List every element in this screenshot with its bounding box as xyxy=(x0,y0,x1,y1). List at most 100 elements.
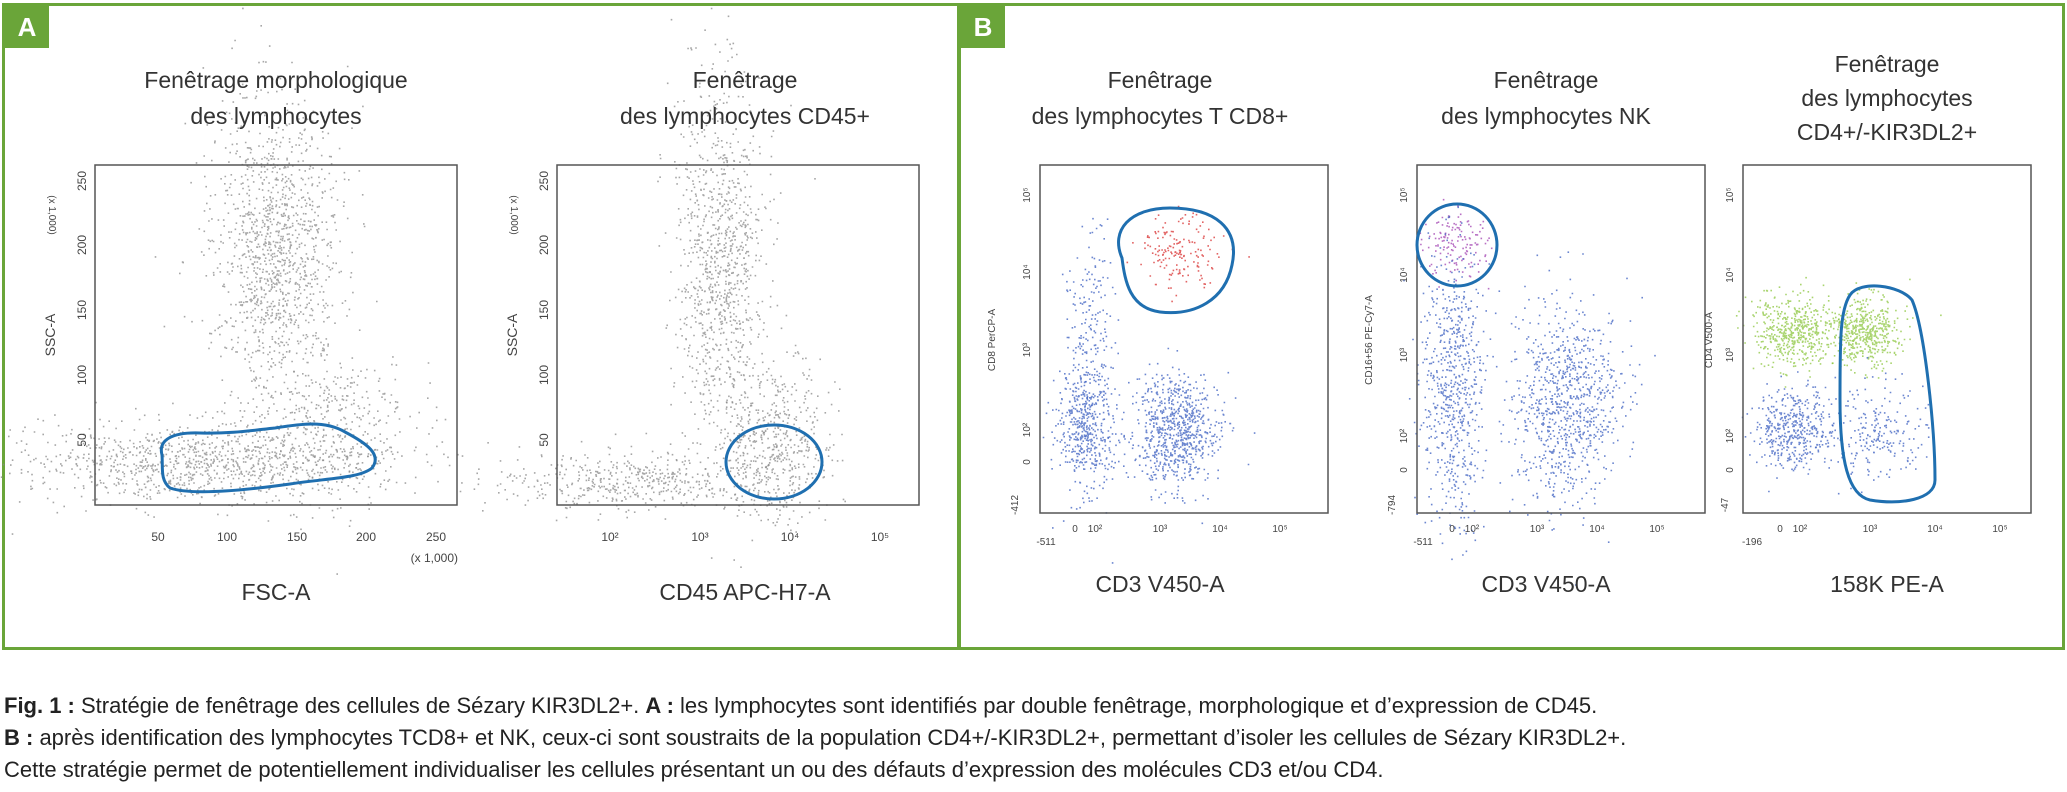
x-tick: 10⁵ xyxy=(1992,524,2007,535)
y-scale-label: (x 1,000) xyxy=(46,195,57,234)
event-population xyxy=(1813,278,1942,379)
caption-a-label: A : xyxy=(645,693,674,718)
x-tick: 0 xyxy=(1777,524,1783,535)
y-tick: 200 xyxy=(537,235,551,255)
event-population xyxy=(1042,335,1126,564)
event-population xyxy=(703,327,846,568)
plot-title-line-3: CD4+/-KIR3DL2+ xyxy=(1797,119,1977,145)
x-tick: 150 xyxy=(287,530,307,544)
y-axis-title: SSC-A xyxy=(504,313,520,356)
y-tick: 250 xyxy=(537,171,551,191)
plot-cd45: Fenêtrage des lymphocytes CD45+ CD45 APC… xyxy=(504,67,920,605)
y-tick: 50 xyxy=(75,433,89,447)
event-population xyxy=(1473,251,1656,586)
x-tick: 10² xyxy=(1793,524,1808,535)
plot-frame xyxy=(1039,164,1329,514)
plot-title-line-2: des lymphocytes T CD8+ xyxy=(1032,103,1289,129)
caption-text-3: Cette stratégie permet de potentiellemen… xyxy=(4,757,1384,782)
y-tick: 100 xyxy=(537,365,551,385)
plot-title-line-2: des lymphocytes CD45+ xyxy=(620,103,870,129)
y-tick: 10² xyxy=(1022,422,1033,437)
y-tick: 10² xyxy=(1725,428,1736,443)
panel-b: B xyxy=(958,3,2065,650)
y-axis-title: CD16+56 PE-Cy7-A xyxy=(1364,295,1375,385)
x-axis-title: CD3 V450-A xyxy=(1095,571,1225,597)
plot-frame xyxy=(556,164,920,506)
y-axis-title: CD8 PerCP-A xyxy=(987,309,998,372)
event-population xyxy=(1403,206,1501,561)
event-population xyxy=(1126,205,1250,303)
y-tick: 200 xyxy=(75,235,89,255)
y-tick: 10⁴ xyxy=(1022,264,1033,279)
x-tick: 10⁵ xyxy=(1649,524,1664,535)
x-tick: 10² xyxy=(1088,524,1103,535)
caption-line-2: B : après identification des lymphocytes… xyxy=(4,722,2064,754)
panel-b-tag: B xyxy=(961,6,1005,48)
x-tick: 50 xyxy=(151,530,165,544)
y-tick: 0 xyxy=(1725,467,1736,473)
cd8-gate xyxy=(1117,206,1235,315)
x-axis-title: FSC-A xyxy=(242,579,312,605)
plot-title-line-2: des lymphocytes xyxy=(1801,85,1972,111)
y-tick: 10⁵ xyxy=(1022,187,1033,202)
plot-frame xyxy=(94,164,458,506)
y-tick: 150 xyxy=(537,300,551,320)
x-tick: 10⁵ xyxy=(1272,524,1287,535)
event-population xyxy=(1419,198,1493,290)
y-tick: -794 xyxy=(1387,495,1398,515)
x-tick: 10³ xyxy=(691,530,708,544)
y-tick: 100 xyxy=(75,365,89,385)
x-tick: 10³ xyxy=(1863,524,1878,535)
y-axis-title: SSC-A xyxy=(42,313,58,356)
kir3dl2-gate xyxy=(1838,284,1937,504)
plot-title-line-1: Fenêtrage xyxy=(1835,51,1940,77)
x-tick: 0 xyxy=(1449,524,1455,535)
x-tick: 10⁴ xyxy=(1589,524,1604,535)
plot-morphology: Fenêtrage morphologique des lymphocytes … xyxy=(42,67,458,605)
y-tick: 10³ xyxy=(1399,347,1410,362)
x-tick: 200 xyxy=(356,530,376,544)
y-tick: 0 xyxy=(1022,459,1033,465)
x-tick: 10² xyxy=(601,530,618,544)
caption-text-1b: les lymphocytes sont identifiés par doub… xyxy=(673,693,1598,718)
x-axis-title: CD3 V450-A xyxy=(1481,571,1611,597)
event-population xyxy=(0,401,489,535)
plot-frame xyxy=(1742,164,2032,514)
x-tick: 10⁴ xyxy=(1927,524,1942,535)
x-tick: 10³ xyxy=(1530,524,1545,535)
cd45-gate xyxy=(724,423,824,501)
caption-line-3: Cette stratégie permet de potentiellemen… xyxy=(4,754,2064,786)
x-tick: 10³ xyxy=(1153,524,1168,535)
x-tick: -511 xyxy=(1413,537,1433,548)
lymphocyte-morphology-gate xyxy=(159,422,377,494)
caption-text-2: après identification des lymphocytes TCD… xyxy=(33,725,1627,750)
y-tick: 50 xyxy=(537,433,551,447)
plot-title-line-2: des lymphocytes xyxy=(190,103,361,129)
x-scale-label: (x 1,000) xyxy=(411,551,458,565)
plot-3-events xyxy=(1042,205,1256,564)
flow-cytometry-plots: Fenêtrage morphologique des lymphocytes … xyxy=(0,7,2032,605)
y-scale-label: (x 1,000) xyxy=(508,195,519,234)
figure-caption: Fig. 1 : Stratégie de fenêtrage des cell… xyxy=(4,690,2064,786)
y-tick: 10⁵ xyxy=(1399,187,1410,202)
plot-title-line-1: Fenêtrage xyxy=(1494,67,1599,93)
y-tick: -412 xyxy=(1010,495,1021,515)
plot-title-line-1: Fenêtrage xyxy=(693,67,798,93)
plot-cd8: Fenêtrage des lymphocytes T CD8+ CD3 V45… xyxy=(987,67,1329,597)
event-population xyxy=(1741,371,1845,493)
x-tick: -511 xyxy=(1036,537,1056,548)
plot-5-events xyxy=(1735,276,1942,495)
x-axis-title: CD45 APC-H7-A xyxy=(659,579,831,605)
event-population xyxy=(414,432,828,522)
nk-gate xyxy=(1415,202,1499,288)
event-population xyxy=(1106,347,1256,525)
y-tick: 150 xyxy=(75,300,89,320)
caption-fig-label: Fig. 1 : xyxy=(4,693,75,718)
y-tick: 10³ xyxy=(1022,342,1033,357)
event-population xyxy=(1814,357,1930,495)
x-tick: 100 xyxy=(217,530,237,544)
y-tick: 10⁵ xyxy=(1725,187,1736,202)
plot-frame xyxy=(1416,164,1706,514)
x-tick: 10⁵ xyxy=(871,530,889,544)
x-axis-title: 158K PE-A xyxy=(1830,571,1944,597)
